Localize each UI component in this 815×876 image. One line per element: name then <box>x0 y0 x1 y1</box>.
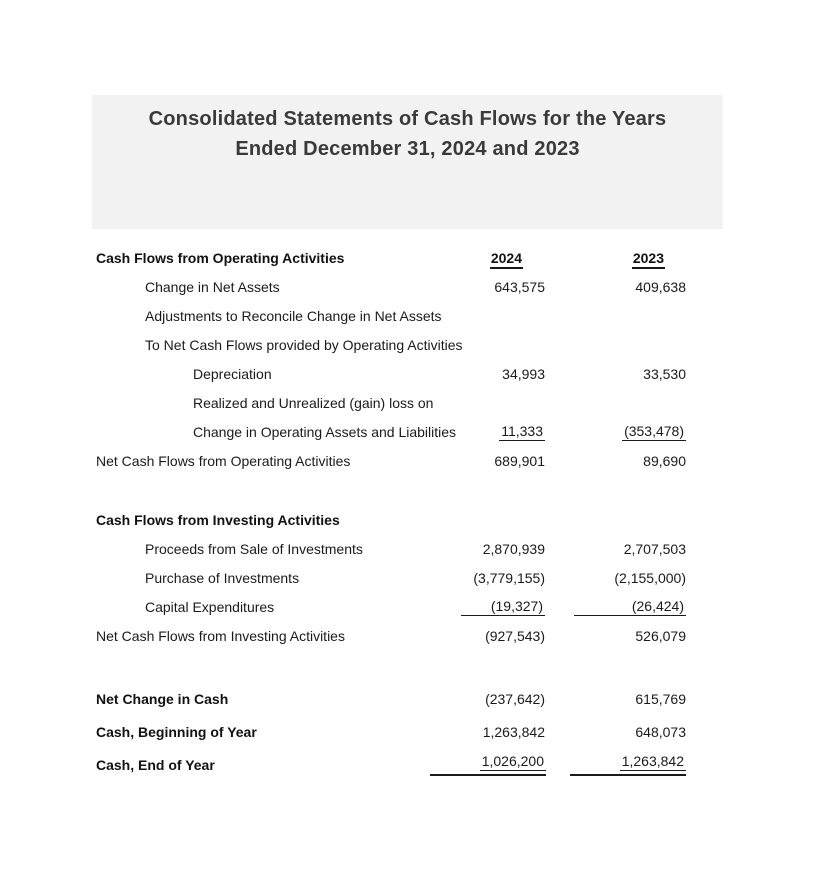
value-2024: (927,543) <box>485 627 545 644</box>
value-2023: 33,530 <box>643 365 686 382</box>
double-ruled-cell: 1,026,200 <box>430 753 546 776</box>
value-2023: (2,155,000) <box>614 569 686 586</box>
value-2023: (26,424) <box>545 598 686 616</box>
section-heading-operating: Cash Flows from Operating Activities <box>96 249 345 266</box>
value-2023: 409,638 <box>635 278 686 295</box>
value-2024: 689,901 <box>494 452 545 469</box>
cash-flow-statement: Cash Flows from Operating Activities 202… <box>96 243 686 781</box>
row-label: Net Change in Cash <box>96 690 229 707</box>
value-2024: 1,026,200 <box>430 753 546 776</box>
section-heading-investing: Cash Flows from Investing Activities <box>96 511 340 528</box>
value-2024: 34,993 <box>502 365 545 382</box>
row-label: Net Cash Flows from Investing Activities <box>96 627 345 644</box>
double-ruled-cell: 1,263,842 <box>570 753 686 776</box>
table-row-adjustments: Adjustments to Reconcile Change in Net A… <box>96 301 686 330</box>
column-header-cell-2024: 2024 <box>430 249 545 269</box>
row-label: To Net Cash Flows provided by Operating … <box>145 336 463 353</box>
table-row-capital-expenditures: Capital Expenditures (19,327) (26,424) <box>96 592 686 621</box>
value-2023: 615,769 <box>635 690 686 707</box>
page-title-line-2: Ended December 31, 2024 and 2023 <box>235 138 580 160</box>
table-row-cash-end: Cash, End of Year 1,026,200 1,263,842 <box>96 748 686 781</box>
row-label: Purchase of Investments <box>145 569 300 586</box>
table-row-change-operating-assets: Change in Operating Assets and Liabiliti… <box>96 417 686 446</box>
row-label: Adjustments to Reconcile Change in Net A… <box>145 307 442 324</box>
table-row-cash-beginning: Cash, Beginning of Year 1,263,842 648,07… <box>96 715 686 748</box>
value-2023: 1,263,842 <box>545 753 686 776</box>
underlined-value: (353,478) <box>622 422 686 441</box>
underlined-value: 1,026,200 <box>479 753 546 771</box>
value-2024: (3,779,155) <box>473 569 545 586</box>
row-label: Change in Net Assets <box>145 278 280 295</box>
table-row-realized-unrealized: Realized and Unrealized (gain) loss on <box>96 388 686 417</box>
value-2024: 1,263,842 <box>482 723 545 740</box>
value-2024: 643,575 <box>494 278 545 295</box>
column-header-2023: 2023 <box>631 249 665 269</box>
row-label: Change in Operating Assets and Liabiliti… <box>193 423 457 440</box>
table-row-net-operating: Net Cash Flows from Operating Activities… <box>96 446 686 475</box>
underlined-value: (26,424) <box>574 598 686 616</box>
table-row-net-change-in-cash: Net Change in Cash (237,642) 615,769 <box>96 682 686 715</box>
table-row-proceeds-sale: Proceeds from Sale of Investments 2,870,… <box>96 534 686 563</box>
page-title-line-1: Consolidated Statements of Cash Flows fo… <box>148 108 667 130</box>
value-2023: 2,707,503 <box>623 540 686 557</box>
row-label: Proceeds from Sale of Investments <box>145 540 363 557</box>
table-row-depreciation: Depreciation 34,993 33,530 <box>96 359 686 388</box>
row-label: Net Cash Flows from Operating Activities <box>96 452 351 469</box>
underlined-value: (19,327) <box>461 598 545 616</box>
value-2023: 526,079 <box>635 627 686 644</box>
row-label: Cash, Beginning of Year <box>96 723 257 740</box>
table-row-to-net-cash-flows: To Net Cash Flows provided by Operating … <box>96 330 686 359</box>
table-row-change-in-net-assets: Change in Net Assets 643,575 409,638 <box>96 272 686 301</box>
value-2023: (353,478) <box>545 423 686 441</box>
value-2023: 89,690 <box>643 452 686 469</box>
investing-header-row: Cash Flows from Investing Activities <box>96 505 686 534</box>
value-2024: (19,327) <box>430 598 545 616</box>
row-label: Depreciation <box>193 365 272 382</box>
value-2024: (237,642) <box>485 690 545 707</box>
row-label: Realized and Unrealized (gain) loss on <box>193 394 434 411</box>
column-header-2024: 2024 <box>489 249 523 269</box>
underlined-value: 1,263,842 <box>619 753 686 771</box>
value-2024: 11,333 <box>430 423 545 441</box>
row-label: Capital Expenditures <box>145 598 275 615</box>
table-row-purchase-investments: Purchase of Investments (3,779,155) (2,1… <box>96 563 686 592</box>
column-header-cell-2023: 2023 <box>545 249 686 269</box>
underlined-value: 11,333 <box>499 422 545 441</box>
row-label: Cash, End of Year <box>96 756 215 773</box>
value-2024: 2,870,939 <box>482 540 545 557</box>
value-2023: 648,073 <box>635 723 686 740</box>
table-row-net-investing: Net Cash Flows from Investing Activities… <box>96 621 686 650</box>
title-banner: Consolidated Statements of Cash Flows fo… <box>92 95 723 229</box>
operating-header-row: Cash Flows from Operating Activities 202… <box>96 243 686 272</box>
